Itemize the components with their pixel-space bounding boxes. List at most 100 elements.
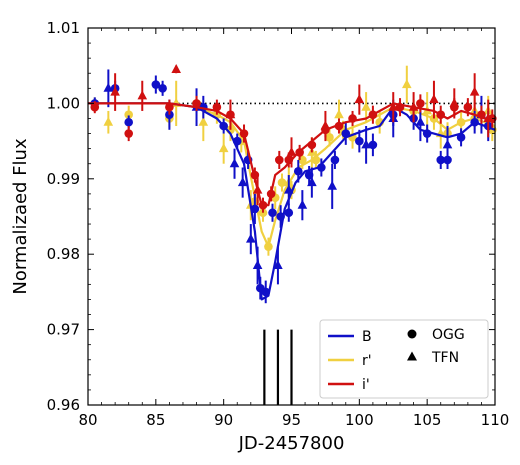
x-tick-label: 100 <box>345 411 374 429</box>
ogg-point <box>293 166 303 176</box>
tfn-point <box>218 143 229 153</box>
y-tick-label: 0.99 <box>47 170 80 188</box>
x-tick-label: 90 <box>214 411 233 429</box>
ogg-point <box>355 136 364 146</box>
x-tick-label: 95 <box>282 411 301 429</box>
ogg-point <box>250 170 260 180</box>
ogg-point <box>463 102 473 112</box>
ogg-point <box>284 208 294 218</box>
ogg-point <box>317 163 326 172</box>
y-tick-label: 0.97 <box>47 321 80 339</box>
ogg-point <box>239 129 249 138</box>
legend-line-label: i' <box>362 377 370 393</box>
ogg-point <box>304 170 314 180</box>
x-tick-label: 80 <box>78 411 97 429</box>
x-tick-label: 110 <box>481 411 510 429</box>
legend-line-entries: Br' i' <box>328 329 372 393</box>
y-tick-label: 0.98 <box>47 245 80 263</box>
ogg-point <box>90 102 100 112</box>
y-tick-label: 1.00 <box>47 94 80 112</box>
tfn-point <box>103 116 114 126</box>
ogg-point <box>158 84 167 93</box>
tfn-point <box>402 79 412 89</box>
ogg-point <box>266 189 276 199</box>
model-line <box>88 102 496 301</box>
ogg-point <box>348 114 357 123</box>
x-axis-label: JD-2457800 <box>238 433 345 454</box>
ogg-point <box>477 110 486 120</box>
tfn-point <box>354 94 365 104</box>
tfn-point <box>408 101 419 111</box>
ogg-point <box>250 204 260 214</box>
tfn-point <box>483 113 493 122</box>
legend-circle-marker <box>407 329 417 339</box>
tfn-point <box>320 120 331 130</box>
ogg-point <box>232 136 242 146</box>
ogg-point <box>165 102 174 112</box>
tfn-point <box>469 86 480 96</box>
tfn-point <box>171 64 181 73</box>
tfn-point <box>334 109 344 119</box>
ogg-point <box>261 287 271 297</box>
tfn-point <box>198 116 209 126</box>
ogg-point <box>325 133 334 142</box>
tfn-point <box>284 184 294 194</box>
tfn-point <box>286 146 297 156</box>
x-tick-label: 105 <box>413 411 442 429</box>
ogg-point <box>295 148 304 157</box>
ogg-point <box>276 212 285 221</box>
tfn-point <box>237 177 248 187</box>
ogg-point <box>212 102 222 112</box>
ogg-point <box>436 155 446 165</box>
ogg-point <box>258 200 268 210</box>
tfn-point <box>442 139 453 149</box>
axes: JD-2457800 Normalizaed Flux 80 85 90 95 100 1… <box>10 19 509 454</box>
plot-layer <box>88 64 497 405</box>
ogg-point <box>307 140 317 150</box>
ogg-point <box>192 99 201 108</box>
ogg-point <box>264 242 273 251</box>
legend-box <box>319 319 489 399</box>
ogg-point <box>456 117 466 127</box>
x-tick-label: 85 <box>146 411 165 429</box>
ogg-point <box>368 140 378 150</box>
ogg-point <box>470 117 479 127</box>
tfn-point <box>449 97 460 107</box>
tfn-point <box>252 260 263 269</box>
tfn-point <box>137 90 148 100</box>
ogg-point <box>274 155 284 165</box>
tfn-point <box>110 86 120 96</box>
ogg-point <box>436 110 446 120</box>
ogg-point <box>334 121 344 131</box>
ogg-point <box>456 133 466 142</box>
tfn-point <box>103 82 114 92</box>
tfn-point <box>225 109 236 119</box>
tfn-point <box>229 158 240 168</box>
ogg-point <box>368 110 378 120</box>
tfn-point <box>327 180 337 190</box>
ogg-point <box>124 110 133 120</box>
ogg-point <box>416 99 425 108</box>
ogg-point <box>395 102 405 112</box>
ogg-point <box>341 129 351 138</box>
tfn-point <box>297 199 308 209</box>
tfn-point <box>361 101 371 111</box>
ogg-point <box>151 80 161 89</box>
ogg-point <box>311 155 321 165</box>
legend-triangle-marker <box>407 351 417 361</box>
legend-marker-label: TFN <box>431 350 459 366</box>
tfn-point <box>415 116 426 126</box>
ogg-point <box>124 117 133 127</box>
y-axis-label: Normalizaed Flux <box>10 138 31 295</box>
ogg-point <box>422 129 432 138</box>
ogg-point <box>443 155 452 165</box>
tfn-point <box>252 184 263 194</box>
y-tick-label: 0.96 <box>47 396 80 414</box>
legend-marker-label: OGG <box>432 327 465 343</box>
tfn-point <box>361 139 371 149</box>
legend: Br' i' OGG TFN <box>319 319 489 399</box>
legend-line-label: B <box>362 329 372 345</box>
ogg-point <box>219 121 228 131</box>
tfn-point <box>429 94 439 104</box>
